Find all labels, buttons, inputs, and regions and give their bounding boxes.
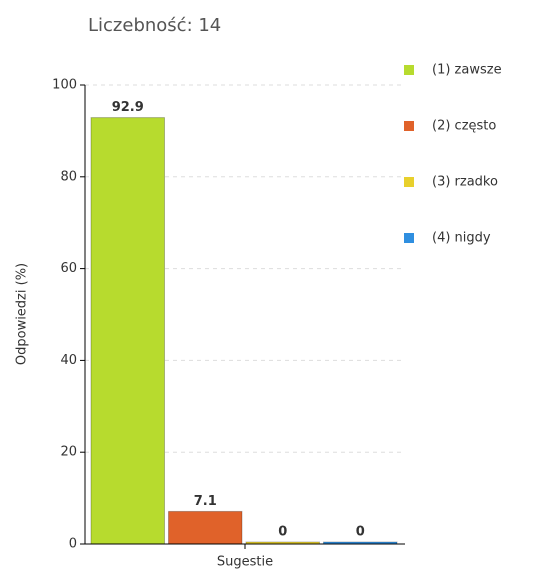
y-tick-label: 100 xyxy=(52,78,77,93)
legend-swatch xyxy=(404,177,414,187)
y-tick-label: 40 xyxy=(60,353,77,368)
data-label: 7.1 xyxy=(194,494,217,509)
legend-label: (2) często xyxy=(432,119,496,134)
x-tick-label: Sugestie xyxy=(217,555,273,570)
data-label: 0 xyxy=(278,525,287,540)
y-tick-label: 80 xyxy=(60,169,77,184)
y-tick-label: 0 xyxy=(69,537,77,552)
legend-label: (1) zawsze xyxy=(432,63,502,78)
legend-swatch xyxy=(404,65,414,75)
y-tick-label: 60 xyxy=(60,261,77,276)
legend-label: (4) nigdy xyxy=(432,231,491,246)
data-label: 92.9 xyxy=(112,100,144,115)
data-label: 0 xyxy=(356,525,365,540)
y-axis-label: Odpowiedzi (%) xyxy=(15,263,30,365)
bar xyxy=(168,510,243,545)
y-tick-label: 20 xyxy=(60,445,77,460)
legend-swatch xyxy=(404,121,414,131)
legend-label: (3) rzadko xyxy=(432,175,498,190)
bar xyxy=(90,117,165,545)
chart-title: Liczebność: 14 xyxy=(88,15,221,36)
legend-swatch xyxy=(404,233,414,243)
